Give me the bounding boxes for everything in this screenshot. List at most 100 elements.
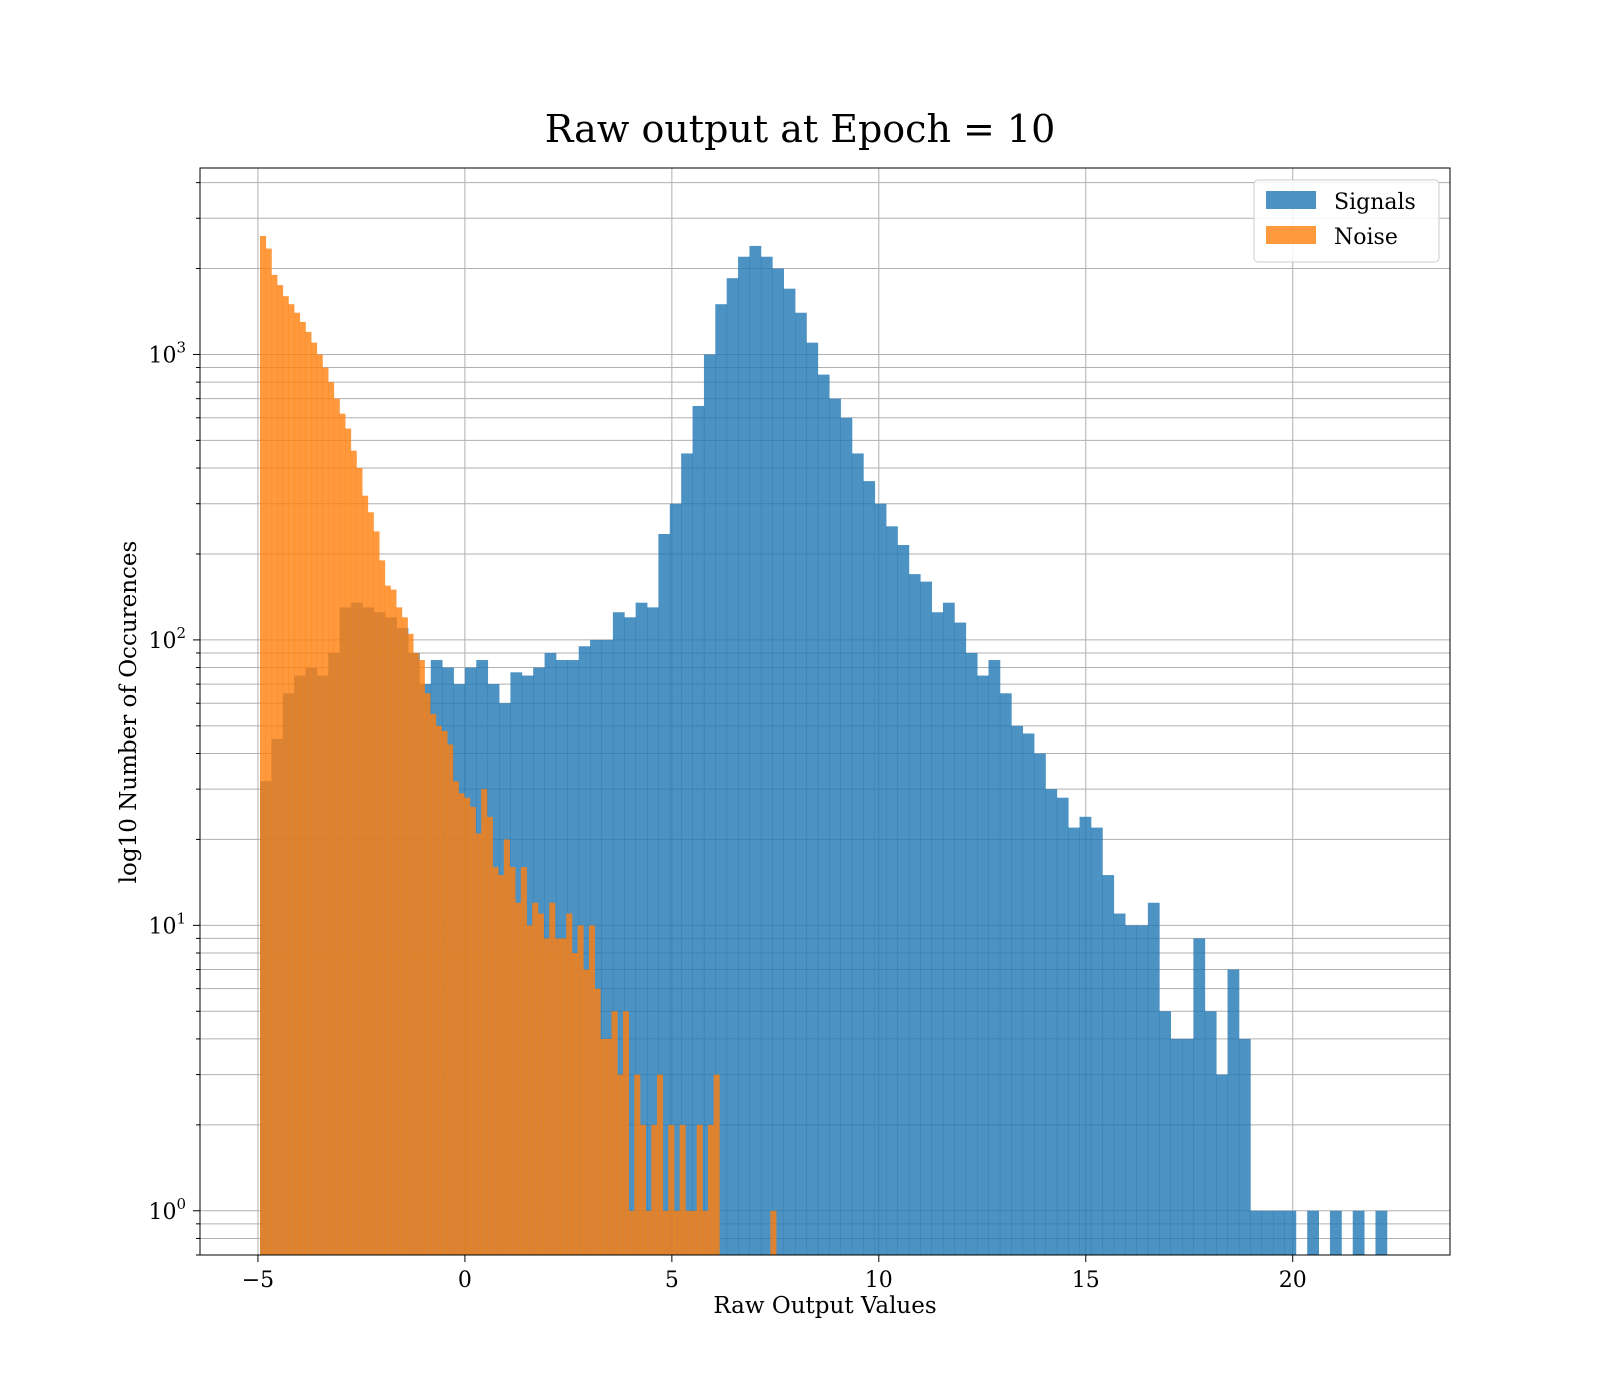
signals-bar bbox=[647, 607, 659, 1255]
signals-bar bbox=[601, 639, 614, 1255]
noise-bar bbox=[662, 1210, 669, 1255]
signals-bar bbox=[977, 675, 989, 1255]
noise-bar bbox=[316, 354, 323, 1255]
signals-bar bbox=[954, 622, 967, 1255]
noise-bar bbox=[696, 1124, 703, 1255]
noise-bar bbox=[656, 1074, 664, 1255]
signals-bar bbox=[612, 612, 625, 1255]
noise-bar bbox=[605, 1038, 612, 1255]
noise-bar bbox=[651, 1124, 658, 1255]
signals-bar bbox=[988, 660, 1001, 1255]
legend-label-signals: Signals bbox=[1334, 190, 1416, 215]
noise-bar bbox=[515, 902, 522, 1255]
signals-bar bbox=[1181, 1038, 1194, 1255]
noise-bar bbox=[311, 342, 318, 1255]
signals-bar bbox=[942, 602, 955, 1255]
noise-bar bbox=[566, 913, 573, 1255]
y-tick-label: 102 bbox=[148, 624, 186, 654]
signals-bar bbox=[920, 581, 932, 1255]
noise-bar bbox=[594, 988, 601, 1255]
noise-bar bbox=[475, 833, 482, 1255]
signals-bar bbox=[760, 256, 773, 1256]
noise-bar bbox=[679, 1124, 686, 1255]
noise-bar bbox=[634, 1074, 641, 1255]
noise-bar bbox=[265, 248, 272, 1255]
signals-bar bbox=[1193, 938, 1206, 1255]
signals-bar bbox=[1273, 1210, 1285, 1255]
noise-bar bbox=[345, 428, 352, 1256]
signals-bar bbox=[1307, 1210, 1319, 1255]
signals-bar bbox=[863, 481, 876, 1255]
noise-bar bbox=[350, 450, 357, 1255]
noise-bar bbox=[690, 1210, 698, 1255]
noise-bar bbox=[583, 969, 590, 1255]
x-tick-label: 0 bbox=[458, 1268, 472, 1293]
noise-bar bbox=[520, 867, 527, 1255]
noise-bar bbox=[430, 714, 437, 1255]
signals-bar bbox=[794, 312, 807, 1255]
noise-bar bbox=[435, 725, 442, 1255]
signals-bar bbox=[874, 503, 887, 1255]
legend: Signals Noise bbox=[1253, 179, 1440, 263]
noise-bar bbox=[373, 531, 380, 1255]
noise-bar bbox=[339, 413, 346, 1256]
signals-bar bbox=[840, 417, 853, 1255]
noise-bar bbox=[367, 512, 374, 1255]
noise-bar bbox=[600, 1038, 607, 1255]
noise-bar bbox=[770, 1210, 777, 1255]
signals-bar bbox=[931, 612, 944, 1255]
signals-bar bbox=[1125, 925, 1137, 1255]
noise-bar bbox=[288, 304, 295, 1255]
noise-bar bbox=[328, 382, 335, 1255]
noise-bar bbox=[549, 902, 556, 1255]
noise-bar bbox=[390, 589, 397, 1255]
signals-bar bbox=[1034, 753, 1046, 1255]
legend-label-noise: Noise bbox=[1334, 225, 1398, 250]
signals-bar bbox=[1147, 902, 1160, 1255]
chart-title: Raw output at Epoch = 10 bbox=[545, 107, 1056, 151]
signals-bar bbox=[1375, 1210, 1388, 1255]
signals-bar bbox=[908, 574, 921, 1255]
noise-bar bbox=[503, 839, 510, 1255]
signals-bar bbox=[829, 398, 841, 1255]
y-tick-label: 100 bbox=[148, 1195, 186, 1225]
noise-bar bbox=[447, 744, 454, 1255]
legend-swatch-noise bbox=[1266, 226, 1316, 244]
signals-bar bbox=[1113, 913, 1126, 1255]
noise-bar bbox=[277, 285, 284, 1255]
signals-bar bbox=[624, 617, 637, 1255]
y-axis-label: log10 Number of Occurences bbox=[116, 541, 142, 884]
x-tick-label: −5 bbox=[242, 1268, 274, 1293]
signals-bar bbox=[783, 288, 796, 1256]
noise-bar bbox=[333, 398, 340, 1255]
noise-bar bbox=[611, 1011, 618, 1255]
signals-bar bbox=[681, 453, 693, 1255]
x-tick-label: 10 bbox=[865, 1268, 893, 1293]
noise-bar bbox=[464, 797, 471, 1255]
noise-bar bbox=[401, 617, 408, 1255]
noise-bar bbox=[543, 938, 550, 1255]
y-tick-base: 10 bbox=[148, 343, 176, 368]
noise-bar bbox=[622, 1011, 630, 1255]
signals-bar bbox=[1204, 1011, 1217, 1255]
signals-bar bbox=[817, 374, 830, 1255]
noise-bar bbox=[271, 274, 278, 1255]
noise-bar bbox=[418, 660, 425, 1255]
signals-bar bbox=[772, 268, 785, 1255]
legend-swatch-signals bbox=[1266, 191, 1316, 209]
noise-bar bbox=[685, 1210, 692, 1255]
x-tick-label: 5 bbox=[665, 1268, 679, 1293]
noise-bar bbox=[560, 938, 567, 1255]
noise-bar bbox=[707, 1124, 715, 1255]
signals-bar bbox=[1102, 875, 1115, 1255]
noise-bar bbox=[362, 495, 369, 1255]
signals-bar bbox=[1022, 733, 1035, 1255]
noise-bar bbox=[452, 781, 459, 1255]
signals-bar bbox=[886, 526, 898, 1255]
signals-bar bbox=[590, 639, 602, 1255]
noise-bar bbox=[588, 925, 595, 1255]
noise-bar bbox=[379, 560, 386, 1255]
signals-bar bbox=[1170, 1038, 1183, 1255]
